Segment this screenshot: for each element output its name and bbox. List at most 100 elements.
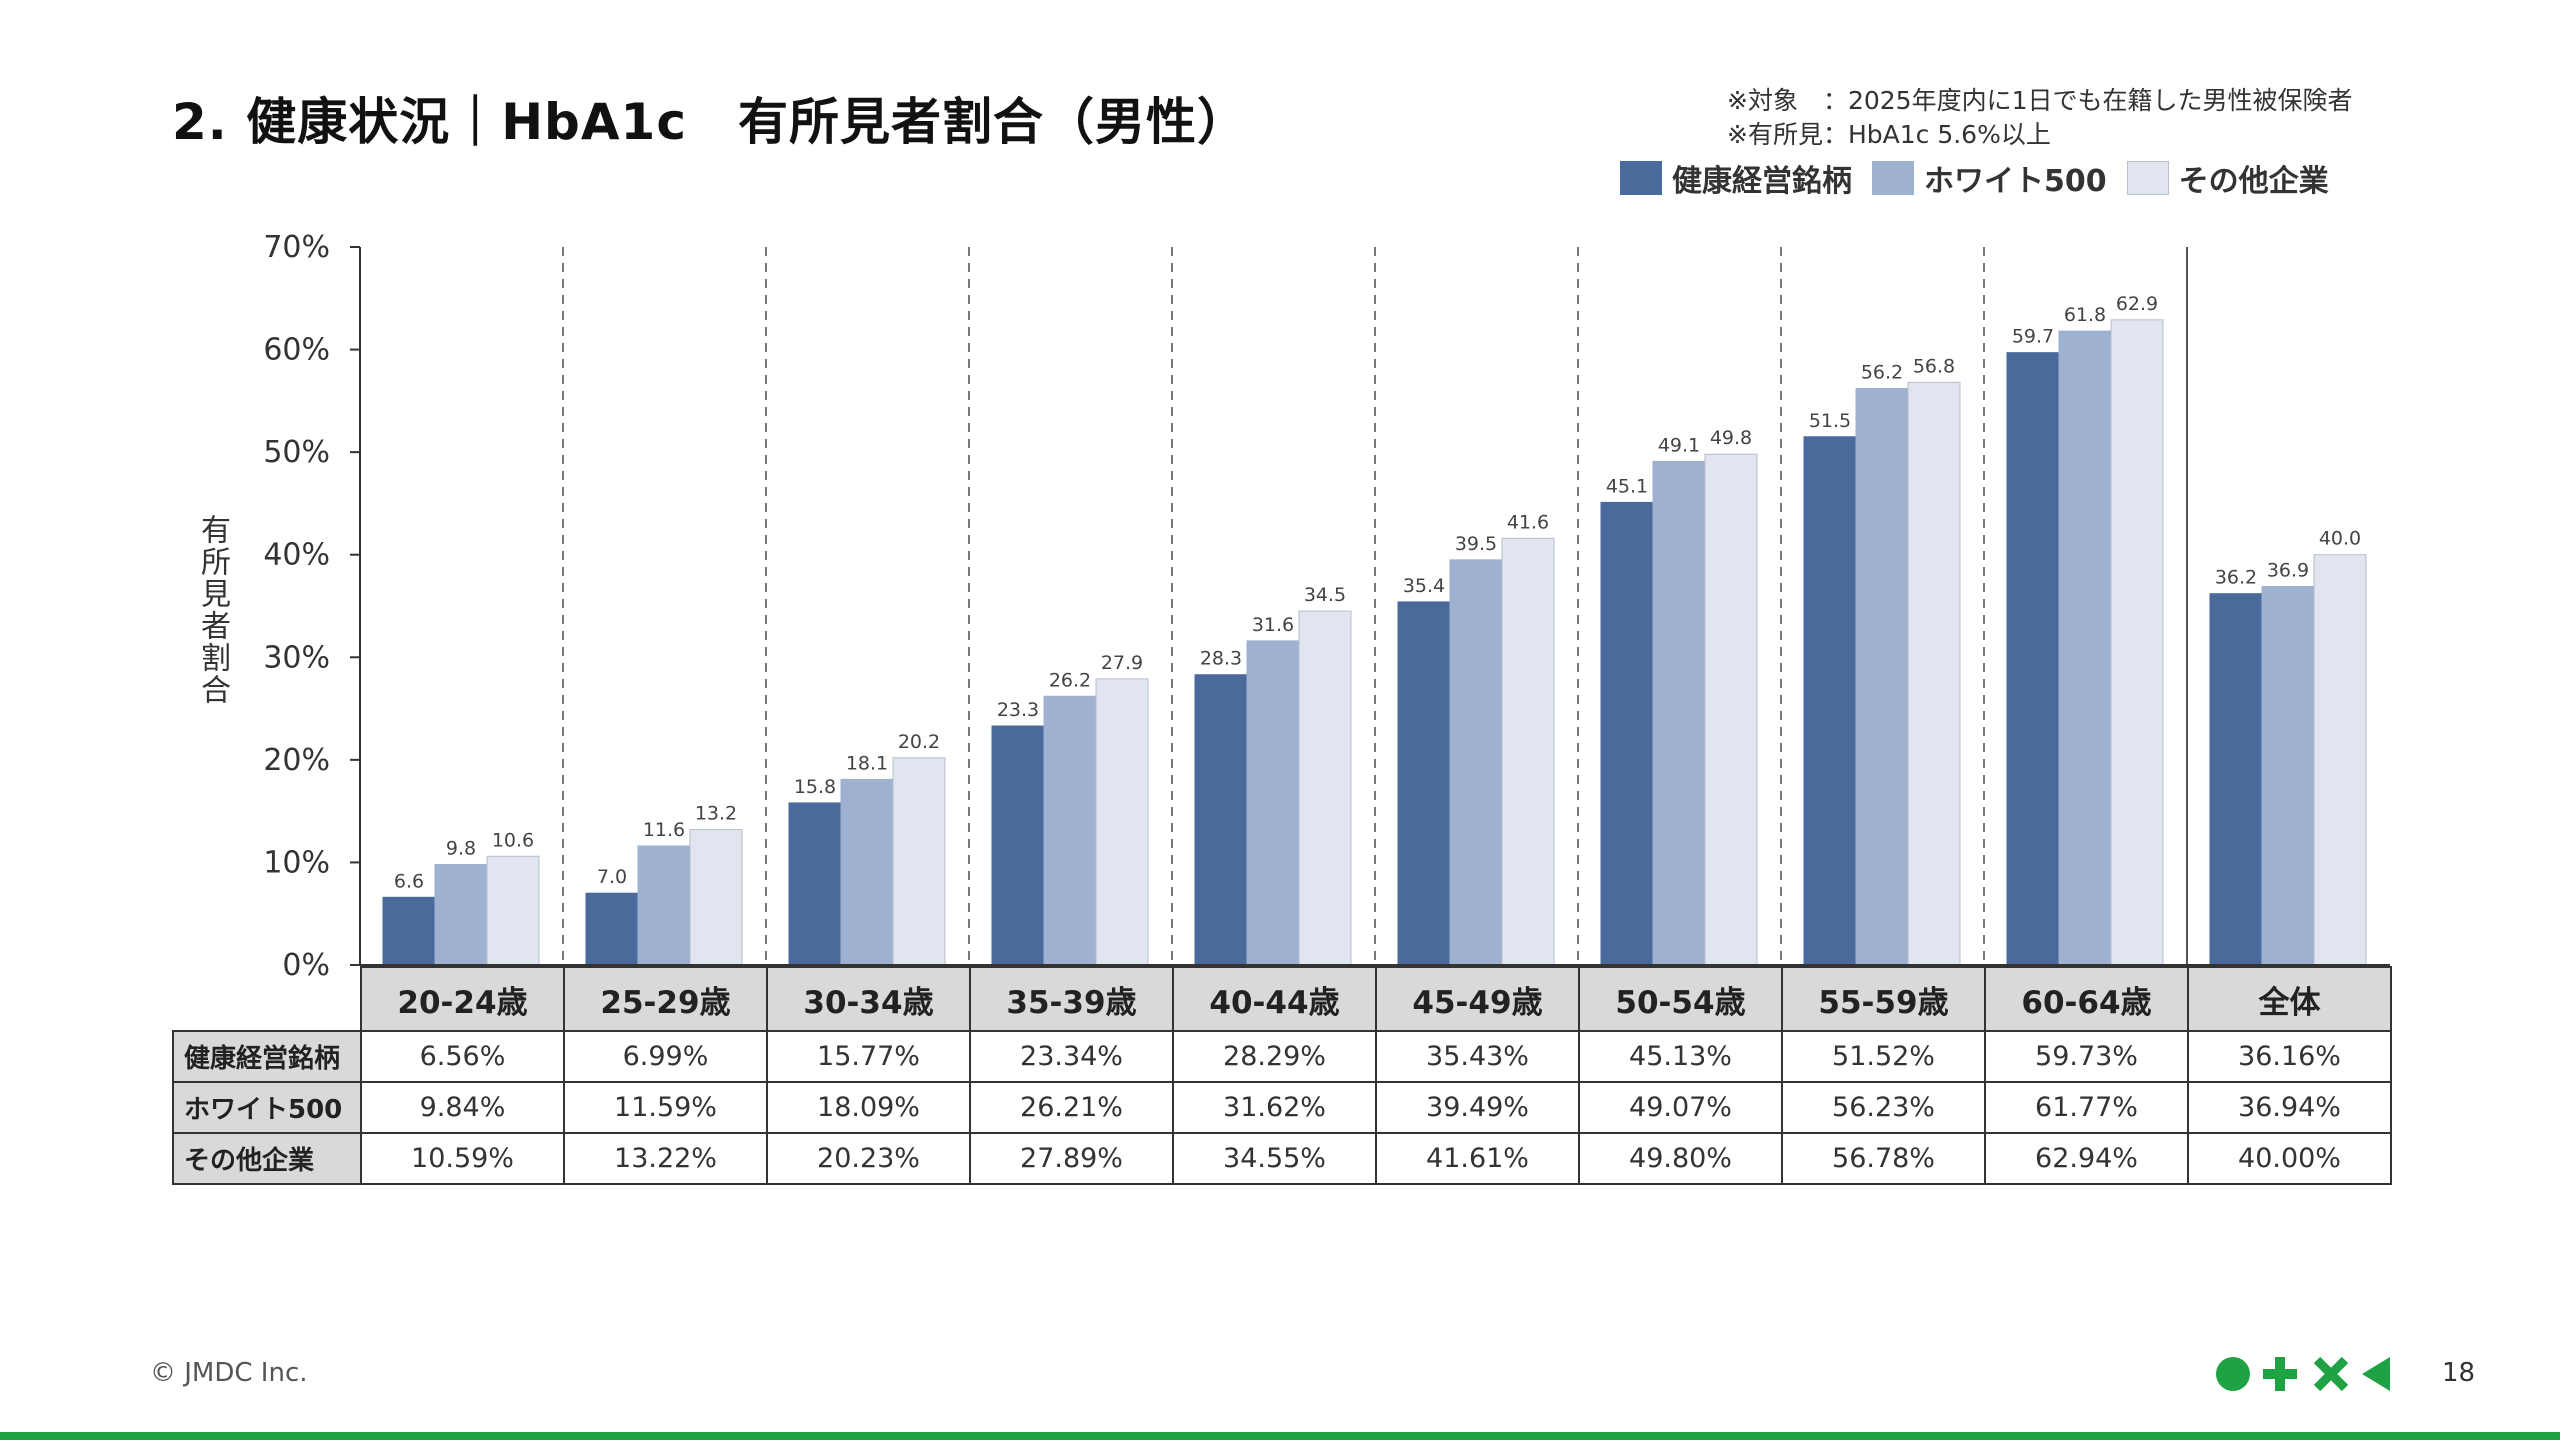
bottom-bar (0, 1432, 2560, 1440)
bar-value-label: 35.4 (1403, 575, 1445, 597)
bar (1043, 695, 1097, 966)
page-number: 18 (2442, 1358, 2476, 1388)
table-category: 全体 (2187, 966, 2392, 1032)
legend-item-0: 健康経営銘柄 (1620, 156, 1852, 200)
legend-item-1: ホワイト500 (1872, 156, 2107, 200)
table-cell: 18.09% (766, 1081, 971, 1134)
bar-value-label: 56.8 (1913, 355, 1955, 377)
table-row: その他企業 10.59% 13.22% 20.23% 27.89% 34.55%… (172, 1132, 2392, 1185)
table-cell: 39.49% (1375, 1081, 1580, 1134)
bar (1194, 674, 1248, 966)
table-cell: 34.55% (1172, 1132, 1377, 1185)
table-cell: 6.56% (360, 1030, 565, 1083)
y-tick-label: 30% (263, 640, 330, 675)
bar-value-label: 49.1 (1658, 434, 1700, 456)
bar (1600, 501, 1654, 966)
bar-value-label: 61.8 (2064, 304, 2106, 326)
bar-value-label: 51.5 (1809, 410, 1851, 432)
table-row-header: その他企業 (172, 1132, 362, 1185)
table-cell: 6.99% (563, 1030, 768, 1083)
table-cell: 49.07% (1578, 1081, 1783, 1134)
table-cell: 59.73% (1984, 1030, 2189, 1083)
bar-value-label: 9.8 (446, 837, 476, 859)
bar-value-label: 40.0 (2319, 528, 2361, 550)
table-corner (173, 967, 361, 1031)
bar (1803, 436, 1857, 966)
bar-value-label: 26.2 (1049, 669, 1091, 691)
bar (1095, 678, 1149, 966)
y-tick-label: 50% (263, 435, 330, 470)
table-cell: 15.77% (766, 1030, 971, 1083)
notes: ※対象 ：2025年度内に1日でも在籍した男性被保険者 ※有所見：HbA1c 5… (1727, 84, 2352, 152)
bar-value-label: 49.8 (1710, 427, 1752, 449)
bar (1246, 640, 1300, 966)
bar (840, 778, 894, 966)
table-row: 健康経営銘柄 6.56% 6.99% 15.77% 23.34% 28.29% … (172, 1030, 2392, 1083)
bar (2110, 319, 2164, 966)
table-cell: 26.21% (969, 1081, 1174, 1134)
bar (689, 829, 743, 966)
copyright: © JMDC Inc. (150, 1358, 308, 1388)
table-cell: 41.61% (1375, 1132, 1580, 1185)
data-table: 20-24歳 25-29歳 30-34歳 35-39歳 40-44歳 45-49… (172, 966, 2392, 1185)
bar-value-label: 15.8 (794, 776, 836, 798)
bar-value-label: 6.6 (394, 870, 424, 892)
bar (788, 802, 842, 966)
bar (637, 845, 691, 966)
table-row-header: ホワイト500 (172, 1081, 362, 1134)
bar-value-label: 36.2 (2215, 567, 2257, 589)
y-tick-label: 70% (263, 230, 330, 265)
y-tick-label: 40% (263, 538, 330, 573)
legend-swatch-2 (2126, 161, 2169, 195)
cross-icon (2313, 1356, 2349, 1392)
bar-value-label: 62.9 (2116, 293, 2158, 315)
bar (2313, 554, 2367, 966)
bar (892, 757, 946, 966)
bar-value-label: 7.0 (597, 866, 627, 888)
bar (1704, 453, 1758, 966)
bar (1397, 601, 1451, 966)
table-cell: 61.77% (1984, 1081, 2189, 1134)
table-cell: 49.80% (1578, 1132, 1783, 1185)
bar (1449, 559, 1503, 966)
table-category: 50-54歳 (1578, 966, 1783, 1032)
table-category: 55-59歳 (1781, 966, 1986, 1032)
bar (1652, 460, 1706, 966)
bar (2209, 593, 2263, 966)
bar (1907, 381, 1961, 966)
bar-value-label: 59.7 (2012, 326, 2054, 348)
bar-value-label: 45.1 (1606, 475, 1648, 497)
table-category: 45-49歳 (1375, 966, 1580, 1032)
legend-label-2: その他企業 (2178, 164, 2329, 199)
bar (486, 855, 540, 966)
table-cell: 40.00% (2187, 1132, 2392, 1185)
page-title: 2. 健康状況｜HbA1c 有所見者割合（男性） (172, 93, 1248, 151)
table-cell: 36.16% (2187, 1030, 2392, 1083)
bar-value-label: 28.3 (1200, 648, 1242, 670)
bar (434, 863, 488, 966)
bar-value-label: 34.5 (1304, 584, 1346, 606)
bar-chart: 0% 10% 20% 30% 40% 50% 60% 70% 6.6 9.8 10.6 7.0 11.6… (263, 230, 2390, 983)
legend-item-2: その他企業 (2126, 156, 2329, 200)
brand-marks (2216, 1356, 2390, 1392)
table-header-row: 20-24歳 25-29歳 30-34歳 35-39歳 40-44歳 45-49… (173, 966, 2392, 1032)
bar-value-label: 10.6 (492, 829, 534, 851)
bar (2006, 352, 2060, 966)
table-cell: 62.94% (1984, 1132, 2189, 1185)
table-category: 25-29歳 (563, 966, 768, 1032)
table-cell: 56.78% (1781, 1132, 1986, 1185)
note-finding: ※有所見：HbA1c 5.6%以上 (1727, 120, 2051, 149)
plus-icon (2263, 1357, 2297, 1391)
bar-value-label: 13.2 (695, 803, 737, 825)
bar-value-label: 11.6 (643, 819, 685, 841)
bar-value-label: 41.6 (1507, 511, 1549, 533)
triangle-icon (2362, 1357, 2390, 1391)
bar-value-label: 27.9 (1101, 652, 1143, 674)
table-category: 30-34歳 (766, 966, 971, 1032)
bar (2261, 586, 2315, 966)
bar (1298, 610, 1352, 966)
table-category: 20-24歳 (360, 966, 565, 1032)
legend-label-1: ホワイト500 (1924, 164, 2107, 199)
table-cell: 45.13% (1578, 1030, 1783, 1083)
table-cell: 36.94% (2187, 1081, 2392, 1134)
